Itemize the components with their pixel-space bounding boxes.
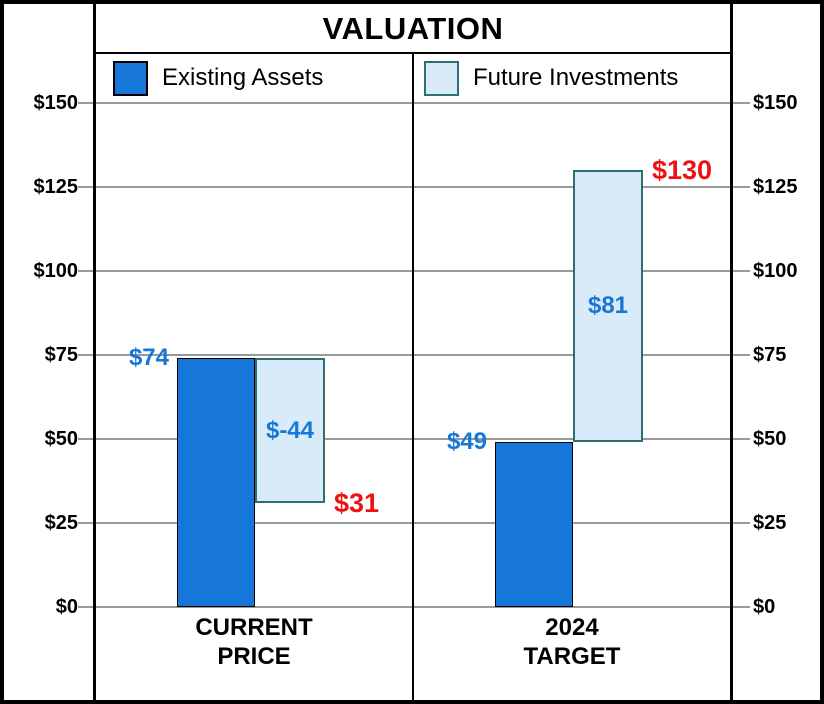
existing-value-label: $49: [446, 428, 487, 456]
future-value-label: $81: [587, 292, 629, 320]
future-value-label: $-44: [265, 416, 315, 444]
y-axis-label-left: $125: [33, 176, 79, 198]
y-axis-label-right: $75: [753, 344, 787, 366]
y-axis-label-right: $150: [753, 92, 798, 114]
tick-mark-left: [78, 522, 95, 524]
legend-item-future-investments: Future Investments: [424, 58, 678, 98]
tick-mark-right: [733, 522, 750, 524]
y-axis-label-left: $0: [55, 596, 78, 618]
tick-mark-left: [78, 606, 95, 608]
y-axis-label-right: $50: [753, 428, 787, 450]
y-axis-label-left: $75: [44, 344, 78, 366]
y-axis-label-right: $0: [753, 596, 776, 618]
tick-mark-right: [733, 186, 750, 188]
category-label-line: PRICE: [217, 643, 291, 670]
total-value-label: $31: [334, 487, 380, 518]
y-axis-label-left: $50: [44, 428, 78, 450]
category-label: CURRENT PRICE: [95, 613, 413, 671]
center-divider-line: [412, 52, 414, 700]
y-axis-label-left: $100: [33, 260, 79, 282]
tick-mark-right: [733, 606, 750, 608]
legend-swatch-existing-assets-icon: [113, 60, 148, 96]
legend-swatch-future-investments-icon: [424, 60, 459, 96]
tick-mark-right: [733, 438, 750, 440]
tick-mark-left: [78, 270, 95, 272]
existing-value-label: $74: [128, 344, 169, 372]
y-axis-label-right: $125: [753, 176, 798, 198]
tick-mark-right: [733, 102, 750, 104]
bar-existing-assets: [495, 442, 573, 607]
category-label: 2024 TARGET: [413, 613, 731, 671]
category-label-line: TARGET: [523, 643, 621, 670]
tick-mark-right: [733, 354, 750, 356]
legend-label-existing-assets: Existing Assets: [162, 64, 324, 91]
y-axis-label-right: $25: [753, 512, 787, 534]
tick-mark-right: [733, 270, 750, 272]
tick-mark-left: [78, 438, 95, 440]
total-value-label: $130: [652, 155, 713, 186]
tick-mark-left: [78, 102, 95, 104]
right-axis-line: [730, 0, 733, 704]
y-axis-label-right: $100: [753, 260, 798, 282]
tick-mark-left: [78, 354, 95, 356]
bar-future-investments: [255, 358, 325, 503]
legend-item-existing-assets: Existing Assets: [113, 58, 323, 98]
tick-mark-left: [78, 186, 95, 188]
y-axis-label-left: $25: [44, 512, 78, 534]
y-axis-label-left: $150: [33, 92, 79, 114]
category-label-line: CURRENT: [195, 614, 313, 641]
bar-existing-assets: [177, 358, 255, 607]
category-label-line: 2024: [545, 614, 599, 641]
left-axis-line: [93, 0, 96, 704]
legend-label-future-investments: Future Investments: [473, 64, 679, 91]
chart-title: VALUATION: [322, 11, 504, 46]
bar-future-investments: [573, 170, 643, 443]
